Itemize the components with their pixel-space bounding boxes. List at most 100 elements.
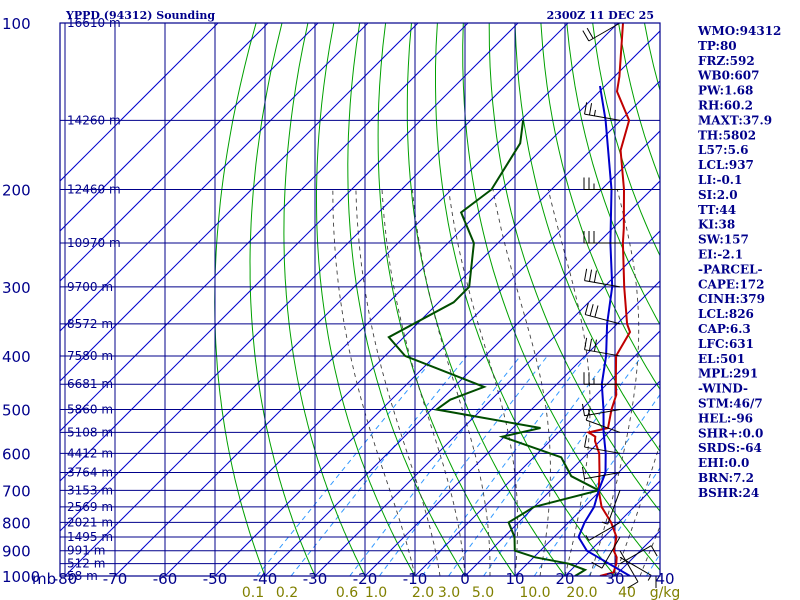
- traces-layer: [387, 23, 632, 576]
- height-label: 10970 m: [67, 236, 121, 250]
- index-value: TP:80: [698, 39, 737, 53]
- wind-barb-staff: [619, 550, 639, 583]
- wind-barb-feather: [584, 337, 588, 350]
- index-value: BRN:7.2: [698, 471, 754, 485]
- wind-barb: [584, 302, 621, 325]
- wind-barb: [584, 337, 621, 357]
- moist-adiabat-line: [589, 189, 640, 576]
- temperature-tick-label: -40: [253, 570, 278, 588]
- indices-panel: WMO:94312TP:80FRZ:592WB0:607PW:1.68RH:60…: [697, 24, 781, 500]
- wind-barb: [585, 521, 621, 541]
- isotherm-line: [314, 230, 660, 576]
- temperature-tick-label: 30: [605, 570, 624, 588]
- index-value: STM:46/7: [698, 397, 763, 411]
- wind-barb-feather: [589, 304, 594, 316]
- wind-barb: [583, 372, 620, 385]
- mixing-ratio-label: g/kg: [650, 585, 681, 600]
- temperature-trace: [586, 23, 632, 576]
- pressure-tick-label: 600: [2, 445, 31, 463]
- wind-barb: [601, 490, 621, 525]
- wind-barb-feather: [581, 466, 586, 479]
- isotherm-line: [60, 23, 269, 232]
- index-value: BSHR:24: [698, 486, 759, 500]
- isotherm-line: [114, 30, 660, 576]
- index-value: -WIND-: [698, 382, 748, 396]
- index-value: HEL:-96: [698, 411, 753, 425]
- wind-barb-staff: [588, 521, 621, 541]
- wind-barb-feather: [584, 102, 588, 115]
- mixing-ratio-label: 20.0: [566, 585, 597, 600]
- index-value: L57:5.6: [698, 143, 748, 157]
- temperature-tick-label: 10: [505, 570, 524, 588]
- wind-barb-feather: [594, 305, 599, 318]
- height-label: 3153 m: [67, 483, 113, 497]
- height-label: 16610 m: [67, 16, 121, 30]
- isotherm-line: [60, 23, 569, 532]
- wind-barb-feather: [582, 30, 590, 42]
- x-axis-unit-label: mb: [32, 570, 56, 588]
- index-value: WB0:607: [697, 69, 759, 83]
- index-value: EHI:0.0: [698, 456, 749, 470]
- wind-barb-staff: [588, 22, 621, 42]
- index-value: TH:5802: [698, 128, 756, 142]
- pressure-tick-label: 1000: [2, 568, 40, 586]
- wind-barb: [583, 231, 620, 244]
- pressure-tick-label: 200: [2, 182, 31, 200]
- height-label: 991 m: [67, 544, 105, 558]
- height-label: 6681 m: [67, 377, 113, 391]
- height-label: 58 m: [67, 569, 98, 583]
- height-label: 3764 m: [67, 466, 113, 480]
- wind-barb-feather: [585, 408, 591, 421]
- moist-adiabat-line: [381, 189, 466, 576]
- wind-barb: [583, 177, 620, 190]
- index-value: -PARCEL-: [698, 262, 763, 276]
- temperature-tick-label: 40: [655, 570, 674, 588]
- height-label: 2021 m: [67, 515, 113, 529]
- pressure-tick-label: 500: [2, 402, 31, 420]
- mixing-ratio-label: 2.0: [412, 585, 434, 600]
- isotherm-line: [60, 23, 519, 482]
- grid-layer: [60, 23, 660, 576]
- height-label: 12460 m: [67, 183, 121, 197]
- wind-barb-staff: [585, 314, 621, 325]
- moist-adiabat-line: [355, 189, 441, 576]
- isotherm-line: [60, 23, 419, 382]
- pressure-tick-label: 700: [2, 482, 31, 500]
- temperature-tick-label: 20: [555, 570, 574, 588]
- isotherm-line: [514, 430, 660, 576]
- wind-barb: [582, 22, 621, 42]
- mixing-ratio-label: 0.2: [276, 585, 298, 600]
- index-value: SHR+:0.0: [698, 426, 763, 440]
- wind-barb-half-feather: [585, 534, 590, 541]
- wind-barb-feather: [584, 435, 588, 448]
- wind-barb-feather: [593, 270, 597, 283]
- wind-barb-staff: [584, 349, 621, 357]
- height-label: 8572 m: [67, 317, 113, 331]
- mixing-ratio-label: 40: [618, 585, 636, 600]
- wind-barb-staff: [607, 490, 621, 525]
- wind-barb-staff: [601, 536, 621, 569]
- isotherm-line: [264, 180, 660, 576]
- temperature-tick-label: -30: [303, 570, 328, 588]
- index-value: PW:1.68: [698, 84, 753, 98]
- height-label: 4412 m: [67, 446, 113, 460]
- height-label: 1495 m: [67, 530, 113, 544]
- isotherm-line: [564, 480, 660, 576]
- height-label: 9700 m: [67, 280, 113, 294]
- index-value: CINH:379: [698, 292, 765, 306]
- temperature-tick-label: 0: [460, 570, 470, 588]
- wind-barb-feather: [588, 338, 593, 351]
- index-value: SW:157: [698, 233, 749, 247]
- wind-barbs-layer: [581, 22, 658, 589]
- height-label: 14260 m: [67, 113, 121, 127]
- pressure-tick-label: 800: [2, 514, 31, 532]
- pressure-tick-label: 300: [2, 279, 31, 297]
- wind-barb-staff: [584, 472, 621, 480]
- isotherm-line: [464, 380, 660, 576]
- wind-barb-half-feather: [587, 408, 590, 416]
- wind-barb-feather: [586, 27, 594, 39]
- index-value: RH:60.2: [698, 99, 753, 113]
- pressure-tick-label: 400: [2, 348, 31, 366]
